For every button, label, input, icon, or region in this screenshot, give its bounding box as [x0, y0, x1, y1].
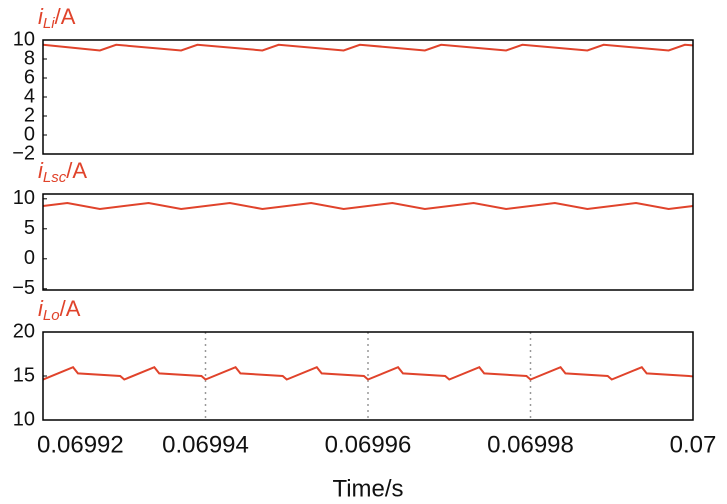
- panel-title: iLi/A: [38, 4, 76, 32]
- plot-frame: [42, 331, 694, 421]
- y-tick-label: 10: [13, 187, 35, 209]
- y-tick-label: −5: [12, 277, 35, 299]
- data-line: [42, 365, 694, 381]
- title-symbol: i: [38, 4, 44, 29]
- y-tick-label: 8: [24, 47, 35, 69]
- title-subscript: Li: [43, 15, 55, 32]
- y-tick-label: 4: [24, 85, 35, 107]
- x-tick-label: 0.06994: [162, 431, 249, 458]
- title-symbol: i: [38, 158, 44, 183]
- title-symbol: i: [38, 296, 44, 321]
- data-line: [42, 201, 694, 211]
- panel-title: iLo/A: [38, 296, 81, 324]
- y-tick-label: 10: [13, 28, 35, 50]
- y-tick-label: 0: [24, 247, 35, 269]
- x-axis-label: Time/s: [332, 475, 403, 502]
- title-subscript: Lsc: [43, 169, 67, 186]
- y-tick-label: 15: [13, 364, 35, 386]
- y-tick-label: 0: [24, 123, 35, 145]
- y-tick-label: 6: [24, 66, 35, 88]
- title-unit: /A: [66, 158, 87, 183]
- x-tick-label: 0.06996: [325, 431, 412, 458]
- data-line: [42, 43, 694, 52]
- y-tick-label: 10: [13, 408, 35, 430]
- panel-title: iLsc/A: [38, 158, 87, 186]
- y-tick-label: 5: [24, 217, 35, 239]
- x-tick-label: 0.07: [670, 431, 717, 458]
- y-tick-label: 2: [24, 104, 35, 126]
- title-unit: /A: [60, 296, 81, 321]
- x-tick-label: 0.06998: [487, 431, 574, 458]
- title-subscript: Lo: [43, 307, 60, 324]
- y-tick-label: −2: [12, 142, 35, 164]
- title-unit: /A: [55, 4, 76, 29]
- x-tick-label: 0.06992: [37, 431, 124, 458]
- y-tick-label: 20: [13, 320, 35, 342]
- plot-frame: [42, 39, 694, 155]
- plot-frame: [42, 193, 694, 291]
